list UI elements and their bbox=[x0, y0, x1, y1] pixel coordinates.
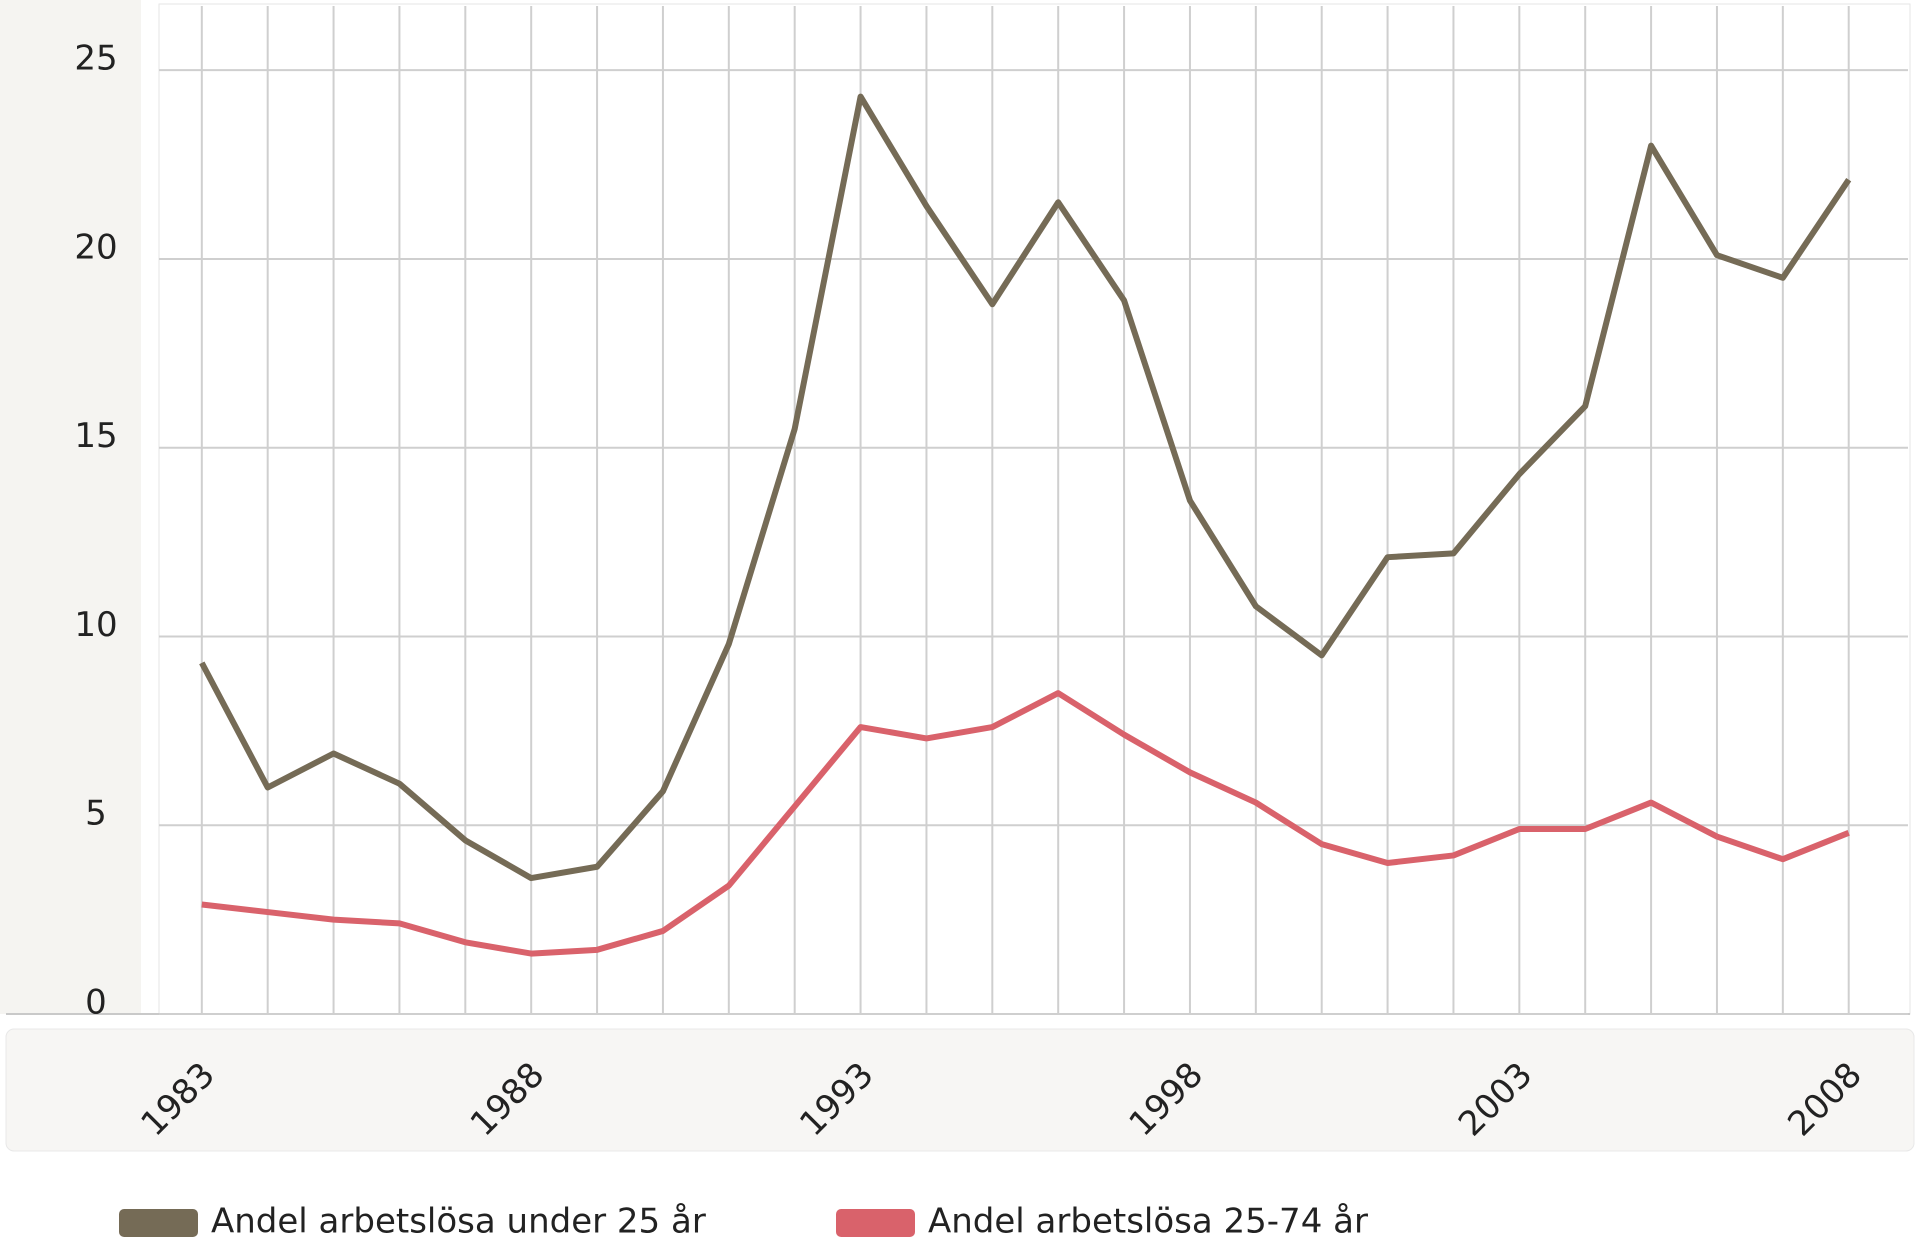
line-series bbox=[201, 690, 1850, 957]
legend-label: Andel arbetslösa 25-74 år bbox=[928, 1202, 1368, 1242]
legend-label: Andel arbetslösa under 25 år bbox=[211, 1202, 706, 1242]
y-tick-label: 5 bbox=[85, 794, 107, 834]
y-tick-label: 10 bbox=[74, 605, 117, 645]
x-axis-panel bbox=[5, 1028, 1915, 1152]
y-axis-panel bbox=[0, 0, 141, 1014]
y-tick-label: 0 bbox=[85, 983, 107, 1023]
y-tick-label: 20 bbox=[74, 227, 117, 267]
line-series bbox=[199, 93, 1852, 882]
legend-swatch bbox=[119, 1209, 198, 1237]
y-tick-label: 25 bbox=[74, 39, 117, 79]
y-tick-label: 15 bbox=[74, 416, 117, 456]
plot-area bbox=[158, 3, 1911, 1015]
legend-swatch bbox=[836, 1209, 915, 1237]
